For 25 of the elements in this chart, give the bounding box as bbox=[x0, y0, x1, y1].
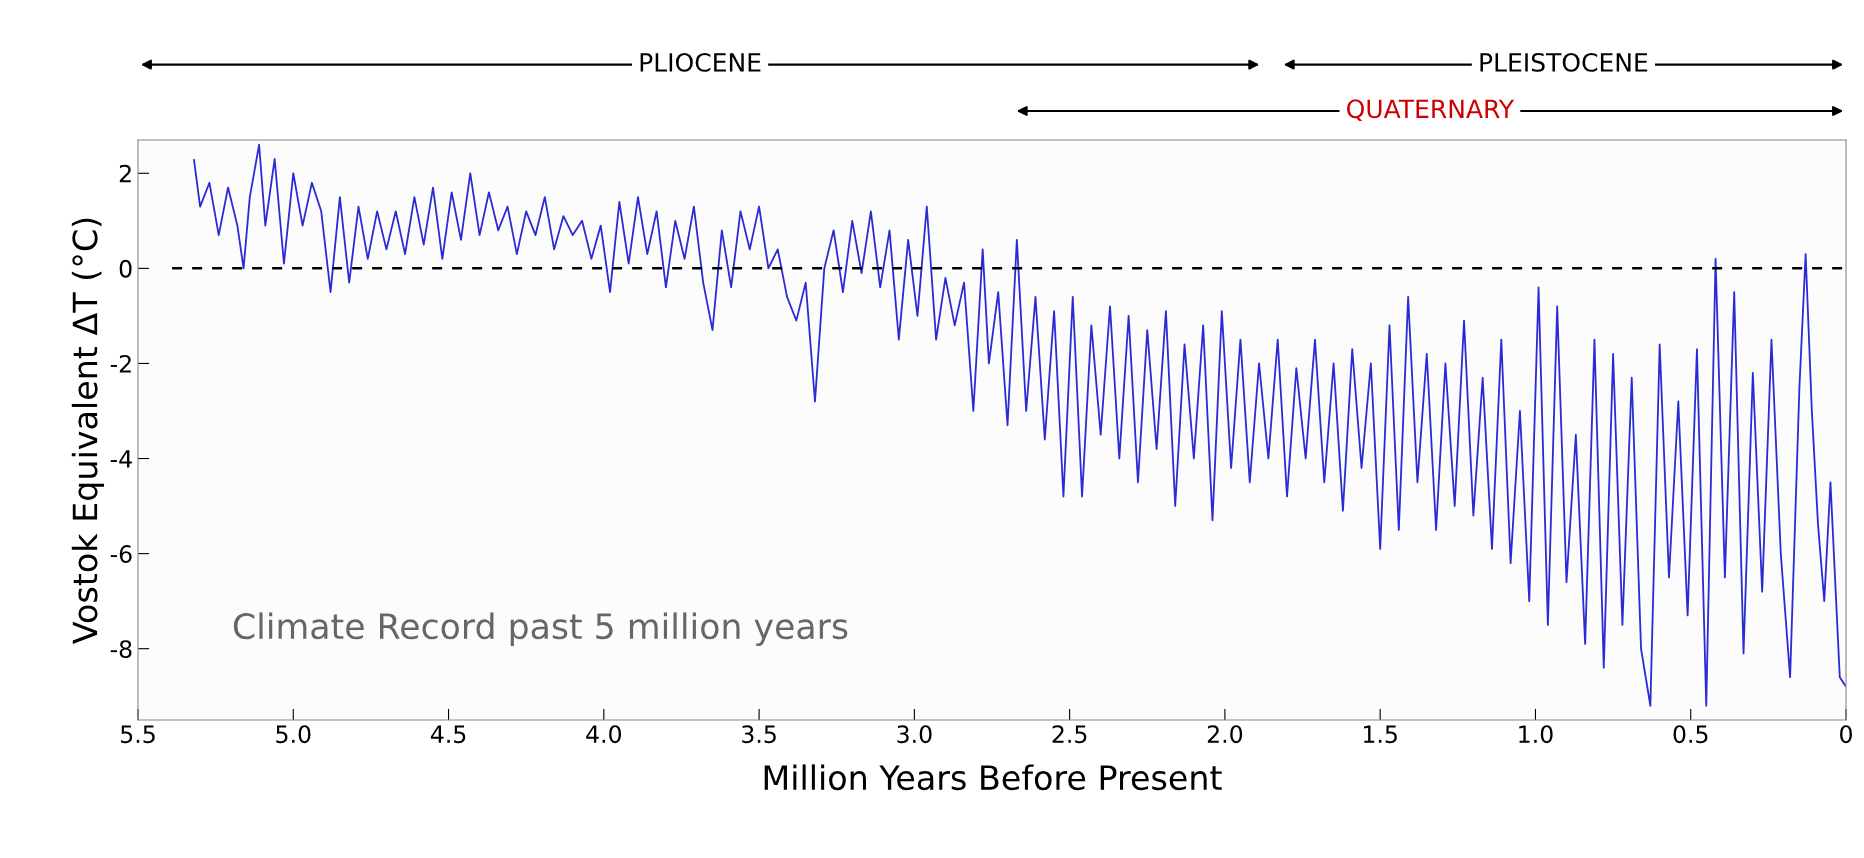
y-tick-label: -4 bbox=[110, 450, 132, 468]
y-tick-label: -8 bbox=[110, 640, 132, 658]
y-tick-label: -2 bbox=[110, 354, 131, 373]
x-tick-label: 4.0 bbox=[586, 725, 622, 744]
text: QUATERNARY bbox=[1347, 99, 1515, 122]
y-tick-label: -6 bbox=[110, 545, 132, 563]
x-tick-label: 1.5 bbox=[1364, 725, 1397, 744]
x-tick-label: 3.0 bbox=[897, 725, 932, 744]
x-axis-title: Million Years Before Present bbox=[764, 764, 1222, 791]
x-tick-label: 5.5 bbox=[121, 725, 155, 744]
line-series bbox=[192, 143, 1846, 707]
y-tick-label: 0 bbox=[119, 259, 132, 278]
text: PLIOCENE bbox=[640, 52, 761, 72]
x-tick-label: 0.5 bbox=[1673, 725, 1708, 744]
x-tick-label: 2.5 bbox=[1052, 725, 1087, 744]
x-tick-label: 5.0 bbox=[276, 725, 311, 744]
annotation: Climate Record past 5 million years bbox=[233, 612, 848, 647]
x-tick-label: 3.5 bbox=[742, 725, 776, 744]
x-tick-label: 1.0 bbox=[1519, 725, 1553, 744]
y-tick-label: 2 bbox=[119, 164, 131, 183]
x-tick-label: 0 bbox=[1840, 725, 1852, 744]
y-axis-title: Vostok Equivalent ΔT (°C) bbox=[71, 218, 105, 644]
x-tick-label: 2.0 bbox=[1207, 725, 1243, 744]
x-tick-label: 4.5 bbox=[430, 725, 466, 744]
text: PLEISTOCENE bbox=[1480, 52, 1648, 72]
